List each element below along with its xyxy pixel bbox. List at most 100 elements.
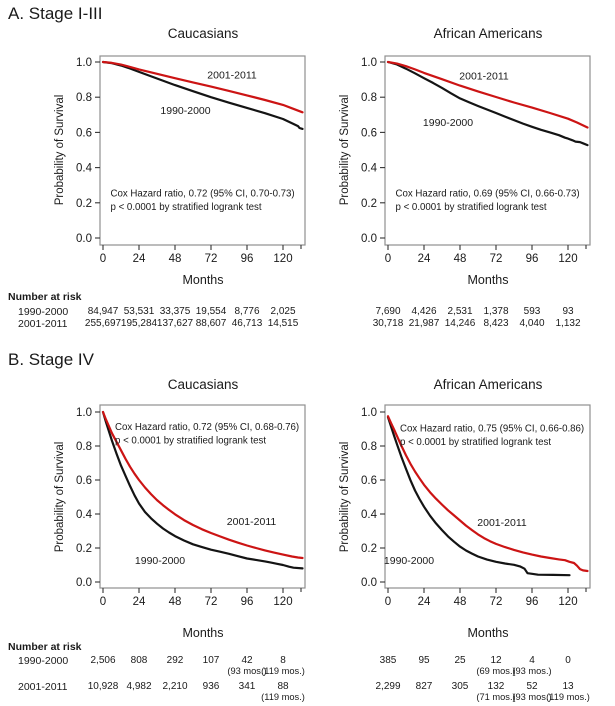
risk-value: 2,025 xyxy=(270,306,296,317)
risk-subnote: (119 mos.) xyxy=(546,692,590,702)
risk-value: 292 xyxy=(166,655,184,666)
survival-panel-3: 1.0 0.8 0.6 0.4 0.2 0.0 0 24 48 72 96 120 1990-2000 2… xyxy=(361,404,591,608)
risk-row-label-2001-2011: 2001-2011 xyxy=(18,318,68,330)
survival-panel-0: 1.0 0.8 0.6 0.4 0.2 0.0 0 24 48 72 96 120 1990-2000 2… xyxy=(76,55,306,265)
risk-subnote: (93 mos.) xyxy=(227,666,267,676)
y-tick-label: 0.6 xyxy=(361,127,377,139)
risk-value: 95 xyxy=(418,655,430,666)
number-at-risk-header: Number at risk xyxy=(8,291,82,303)
x-tick-label: 72 xyxy=(205,596,218,608)
y-tick-label: 0.0 xyxy=(361,577,377,589)
risk-value: 385 xyxy=(379,655,397,666)
risk-value: 593 xyxy=(523,306,541,317)
risk-value: 7,690 xyxy=(375,306,401,317)
risk-subnote: (93 mos.) xyxy=(512,666,552,676)
x-axis-label: Months xyxy=(467,273,509,287)
y-tick-label: 0.6 xyxy=(76,127,92,139)
risk-value: 8,776 xyxy=(234,306,260,317)
risk-value: 1,132 xyxy=(555,318,581,329)
series-label-2001-2011: 2001-2011 xyxy=(477,517,527,529)
risk-value: 1,378 xyxy=(483,306,509,317)
risk-value: 21,987 xyxy=(408,318,440,329)
risk-value: 4 xyxy=(529,655,535,666)
series-label-1990-2000: 1990-2000 xyxy=(423,117,473,129)
x-axis-label: Months xyxy=(182,626,224,640)
series-label-2001-2011: 2001-2011 xyxy=(459,71,509,83)
risk-value: 33,375 xyxy=(159,306,191,317)
x-tick-label: 24 xyxy=(133,253,146,265)
series-label-1990-2000: 1990-2000 xyxy=(384,555,434,567)
x-tick-label: 96 xyxy=(526,253,539,265)
x-tick-label: 120 xyxy=(273,253,292,265)
y-tick-label: 0.4 xyxy=(76,509,93,521)
y-axis-label: Probability of Survival xyxy=(54,441,66,553)
risk-value: 88,607 xyxy=(195,318,227,329)
panel-title-stage1-african-americans: African Americans xyxy=(433,26,543,41)
survival-curve-1990-2000 xyxy=(386,416,571,577)
risk-value: 936 xyxy=(202,681,220,692)
x-tick-label: 24 xyxy=(418,596,431,608)
x-tick-label: 120 xyxy=(273,596,292,608)
survival-curve-1990-2000 xyxy=(386,60,589,147)
x-tick-label: 120 xyxy=(558,596,577,608)
y-tick-label: 0.6 xyxy=(76,475,92,487)
risk-subnote: (71 mos.) xyxy=(476,692,516,702)
y-tick-label: 0.2 xyxy=(361,198,377,210)
y-tick-label: 0.8 xyxy=(76,92,92,104)
y-tick-label: 0.4 xyxy=(361,163,378,175)
risk-value: 12 xyxy=(490,655,502,666)
annotation-line: Cox Hazard ratio, 0.69 (95% CI, 0.66-0.7… xyxy=(396,189,580,200)
x-tick-label: 0 xyxy=(100,596,106,608)
y-tick-label: 0.2 xyxy=(76,543,92,555)
x-tick-label: 48 xyxy=(169,253,182,265)
series-label-1990-2000: 1990-2000 xyxy=(160,105,210,117)
x-tick-label: 72 xyxy=(490,596,503,608)
y-tick-label: 0.8 xyxy=(361,441,377,453)
plot-box xyxy=(384,55,591,246)
y-tick-label: 0.6 xyxy=(361,475,377,487)
x-tick-label: 24 xyxy=(133,596,146,608)
section-b-header: B. Stage IV xyxy=(8,350,94,369)
x-tick-label: 0 xyxy=(385,253,391,265)
risk-subnote: (119 mos.) xyxy=(261,692,305,702)
annotation-line: p < 0.0001 by stratified logrank test xyxy=(396,202,547,213)
risk-value: 255,697 xyxy=(84,318,122,329)
section-a-header: A. Stage I-III xyxy=(8,4,103,23)
x-axis-label: Months xyxy=(467,626,509,640)
risk-subnote: (69 mos.) xyxy=(476,666,516,676)
x-tick-label: 48 xyxy=(454,253,467,265)
risk-value: 132 xyxy=(487,681,505,692)
risk-value: 53,531 xyxy=(123,306,155,317)
number-at-risk-header: Number at risk xyxy=(8,641,82,653)
x-tick-label: 96 xyxy=(526,596,539,608)
y-tick-label: 1.0 xyxy=(76,57,92,69)
x-tick-label: 96 xyxy=(241,596,254,608)
x-tick-label: 72 xyxy=(490,253,503,265)
x-tick-label: 0 xyxy=(385,596,391,608)
risk-value: 19,554 xyxy=(195,306,227,317)
risk-value: 2,531 xyxy=(447,306,473,317)
plot-box xyxy=(99,55,306,246)
survival-curve-1990-2000 xyxy=(101,60,304,130)
annotation-line: p < 0.0001 by stratified logrank test xyxy=(400,437,551,448)
series-label-2001-2011: 2001-2011 xyxy=(207,70,257,82)
risk-value: 0 xyxy=(565,655,571,666)
survival-panel-1: 1.0 0.8 0.6 0.4 0.2 0.0 0 24 48 72 96 120 1990-2000 2… xyxy=(361,55,591,265)
x-tick-label: 48 xyxy=(454,596,467,608)
x-tick-label: 0 xyxy=(100,253,106,265)
risk-value: 4,426 xyxy=(411,306,437,317)
y-axis-label: Probability of Survival xyxy=(54,94,66,206)
risk-value: 14,246 xyxy=(444,318,476,329)
y-tick-label: 1.0 xyxy=(76,407,92,419)
risk-value: 42 xyxy=(241,655,253,666)
y-axis-label: Probability of Survival xyxy=(339,94,351,206)
survival-curve-2001-2011 xyxy=(386,415,589,573)
y-tick-label: 0.8 xyxy=(361,92,377,104)
survival-curve-2001-2011 xyxy=(101,60,304,114)
risk-subnote: (93 mos.) xyxy=(512,692,552,702)
risk-row-label-2001-2011: 2001-2011 xyxy=(18,681,68,693)
risk-value: 93 xyxy=(562,306,574,317)
risk-value: 2,506 xyxy=(90,655,116,666)
risk-row-label-1990-2000: 1990-2000 xyxy=(18,306,69,318)
